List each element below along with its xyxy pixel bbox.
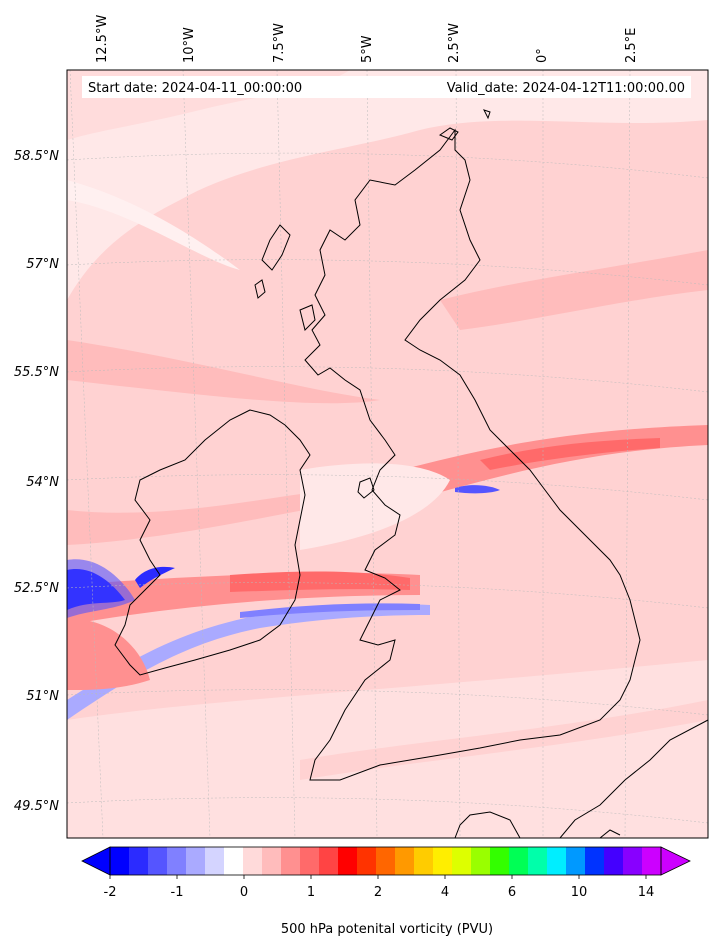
cb-tick-label: 10	[571, 885, 588, 900]
lat-label-7: 49.5°N	[14, 799, 59, 814]
colorbar-swatch	[547, 847, 567, 875]
field-blue-west-halo	[67, 559, 135, 618]
lon-label-5: 2.5°W	[447, 23, 462, 63]
colorbar-swatch	[566, 847, 586, 875]
colorbar-swatch	[642, 847, 662, 875]
lat-label-6: 51°N	[26, 689, 59, 704]
colorbar-swatch	[110, 847, 130, 875]
field-red-sw	[67, 619, 150, 690]
field-band-ireland	[67, 490, 330, 545]
colorbar-swatch	[243, 847, 263, 875]
field-band-south	[300, 700, 708, 780]
start-date-label: Start date: 2024-04-11_00:00:00	[88, 81, 302, 96]
colorbar-swatch	[585, 847, 605, 875]
colorbar-swatch	[205, 847, 225, 875]
colorbar	[81, 846, 691, 879]
colorbar-swatch	[186, 847, 206, 875]
latitude-labels: 58.5°N 57°N 55.5°N 54°N 52.5°N 51°N 49.5…	[14, 149, 59, 814]
colorbar-swatch	[395, 847, 415, 875]
colorbar-swatch	[167, 847, 187, 875]
field-red-core	[230, 571, 410, 592]
lat-label-5: 52.5°N	[14, 581, 59, 596]
colorbar-swatch	[452, 847, 472, 875]
lat-label-2: 57°N	[26, 257, 59, 272]
colorbar-swatch	[528, 847, 548, 875]
cb-tick-label: 0	[240, 885, 248, 900]
colorbar-swatch	[471, 847, 491, 875]
colorbar-swatch	[604, 847, 624, 875]
field-light-central	[300, 463, 450, 550]
field-blue-spot	[135, 566, 175, 588]
colorbar-swatch	[433, 847, 453, 875]
colorbar-swatch	[129, 847, 149, 875]
cb-tick-label: -2	[104, 885, 117, 900]
field-jet-core	[480, 438, 660, 470]
colorbar-swatch	[414, 847, 434, 875]
colorbar-ticks: -2 -1 0 1 2 4 6 10 14	[104, 885, 655, 900]
colorbar-swatch	[357, 847, 377, 875]
field-blue-spot-east	[455, 485, 500, 494]
lat-label-1: 58.5°N	[14, 149, 59, 164]
cb-tick-label: 6	[508, 885, 516, 900]
field-blue-core	[240, 603, 420, 618]
field-light-north	[67, 70, 708, 300]
colorbar-swatch	[300, 847, 320, 875]
colorbar-frame	[109, 846, 662, 876]
graticule	[67, 70, 708, 838]
colorbar-label: 500 hPa potenital vorticity (PVU)	[281, 922, 493, 937]
map-frame	[66, 69, 709, 839]
cb-tick-label: 2	[374, 885, 382, 900]
lon-label-4: 5°W	[360, 35, 375, 63]
lon-label-3: 7.5°W	[272, 23, 287, 63]
lon-label-2: 10°W	[182, 27, 197, 63]
field-band-east	[440, 250, 708, 330]
colorbar-swatch	[376, 847, 396, 875]
colorbar-swatch	[262, 847, 282, 875]
lon-label-7: 2.5°E	[624, 28, 639, 63]
lat-label-3: 55.5°N	[14, 365, 59, 380]
cb-tick-label: 14	[638, 885, 655, 900]
colorbar-swatch	[319, 847, 339, 875]
colorbar-swatch	[490, 847, 510, 875]
coastlines	[114, 109, 708, 838]
field-streak-nw	[67, 180, 240, 270]
colorbar-swatch	[281, 847, 301, 875]
valid-date-label: Valid_date: 2024-04-12T11:00:00.00	[447, 81, 685, 96]
colorbar-extend-min	[81, 846, 111, 876]
colorbar-swatch	[623, 847, 643, 875]
colorbar-extend-max	[660, 846, 691, 876]
lon-label-6: 0°	[535, 48, 550, 63]
cb-tick-label: 1	[307, 885, 315, 900]
header-box	[82, 76, 691, 98]
colorbar-swatch	[338, 847, 358, 875]
longitude-labels: 12.5°W 10°W 7.5°W 5°W 2.5°W 0° 2.5°E	[95, 15, 639, 63]
cb-tick-label: -1	[171, 885, 184, 900]
colorbar-swatch	[148, 847, 168, 875]
cb-tick-label: 4	[441, 885, 449, 900]
colorbar-swatch	[509, 847, 529, 875]
lat-label-4: 54°N	[26, 475, 59, 490]
lon-label-1: 12.5°W	[95, 15, 110, 63]
pv-field	[67, 70, 708, 838]
field-band-mid	[67, 340, 380, 404]
colorbar-swatch	[224, 847, 244, 875]
